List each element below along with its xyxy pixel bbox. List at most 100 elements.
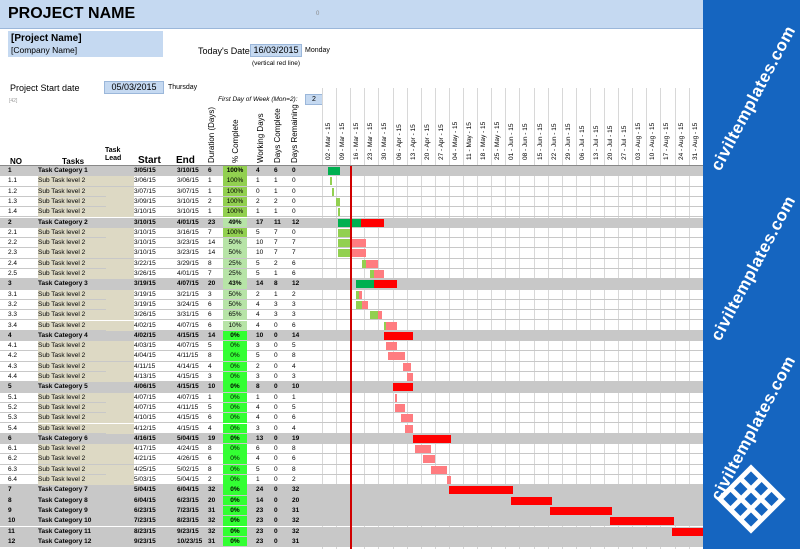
- gantt-bar-remaining: [446, 476, 451, 484]
- cell-task: Sub Task level 2: [38, 351, 106, 361]
- cell-lead: [106, 454, 134, 465]
- cell-dr: 0: [292, 197, 296, 205]
- week-gridline: [533, 88, 535, 549]
- cell-lead: [106, 279, 134, 290]
- cell-lead: [106, 258, 134, 269]
- gantt-bar-complete: [336, 197, 341, 206]
- cell-dc: 0: [274, 506, 278, 514]
- cell-task: Task Category 12: [38, 536, 106, 547]
- cell-work: 1: [256, 208, 260, 216]
- start-note: [42]: [9, 98, 18, 104]
- cell-end: 4/07/15: [177, 342, 199, 350]
- col-tasks: Tasks: [62, 157, 85, 166]
- cell-work: 4: [256, 167, 260, 174]
- timeline-date: 08 - Jun - 15: [522, 123, 530, 161]
- cell-pct: 0%: [223, 330, 247, 341]
- cell-work: 1: [256, 476, 260, 483]
- gantt-bar-remaining: [400, 414, 413, 423]
- cell-work: 14: [256, 280, 264, 288]
- cell-end: 3/23/15: [177, 239, 199, 247]
- week-gridline: [448, 88, 450, 549]
- gantt-bar-remaining: [404, 424, 413, 433]
- gantt-bar-remaining: [412, 434, 451, 443]
- cell-end: 7/23/15: [177, 506, 199, 514]
- gantt-bar-complete: [332, 187, 335, 196]
- cell-dr: 5: [292, 403, 296, 411]
- cell-dur: 3: [208, 373, 212, 380]
- cell-end: 6/23/15: [177, 496, 199, 504]
- today-line: [350, 166, 352, 549]
- cell-no: 10: [8, 517, 16, 525]
- cell-dur: 14: [208, 239, 216, 247]
- cell-work: 0: [256, 187, 260, 195]
- cell-dur: 5: [208, 403, 212, 411]
- cell-start: 3/10/15: [134, 208, 156, 216]
- cell-start: 4/25/15: [134, 465, 156, 473]
- cell-task: Sub Task level 2: [38, 227, 106, 238]
- cell-dur: 1: [208, 187, 212, 195]
- cell-no: 6: [8, 434, 12, 442]
- cell-no: 6.3: [8, 465, 18, 473]
- cell-lead: [106, 475, 134, 485]
- cell-pct: 50%: [223, 248, 247, 258]
- cell-task: Sub Task level 2: [38, 310, 106, 320]
- cell-work: 17: [256, 218, 264, 226]
- cell-no: 1.3: [8, 197, 18, 205]
- cell-work: 10: [256, 331, 264, 339]
- cell-no: 5.1: [8, 393, 18, 401]
- cell-lead: [106, 166, 134, 176]
- cell-dr: 3: [292, 373, 296, 380]
- cell-no: 3.4: [8, 321, 18, 329]
- week-gridline: [392, 88, 394, 549]
- cell-pct: 25%: [223, 258, 247, 269]
- cell-work: 10: [256, 249, 264, 257]
- col-working-days: Working Days: [256, 113, 265, 163]
- today-note: (vertical red line): [252, 60, 301, 67]
- today-date-field[interactable]: 16/03/2015: [250, 44, 302, 57]
- cell-start: 4/17/15: [134, 445, 156, 453]
- gantt-bar-remaining: [394, 403, 405, 412]
- cell-work: 2: [256, 197, 260, 205]
- gantt-bar-remaining: [414, 445, 431, 454]
- start-date-field[interactable]: 05/03/2015: [104, 81, 164, 94]
- cell-dc: 0: [274, 373, 278, 380]
- cell-dur: 14: [208, 331, 216, 339]
- week-gridline: [589, 88, 591, 549]
- cell-pct: 0%: [223, 433, 247, 444]
- cell-dur: 2: [208, 476, 212, 483]
- cell-dr: 31: [292, 506, 300, 514]
- cell-work: 4: [256, 414, 260, 422]
- cell-start: 4/11/15: [134, 362, 156, 370]
- cell-lead: [106, 495, 134, 506]
- cell-task: Sub Task level 2: [38, 320, 106, 330]
- cell-task: Task Category 8: [38, 495, 106, 506]
- cell-pct: 100%: [223, 176, 247, 186]
- cell-lead: [106, 485, 134, 496]
- week-start-field[interactable]: 2: [305, 94, 323, 105]
- cell-end: 5/02/15: [177, 465, 199, 473]
- cell-dr: 0: [292, 187, 296, 195]
- project-name-box[interactable]: [Project Name] [Company Name]: [8, 31, 163, 57]
- timeline-date: 06 - Jul - 15: [578, 125, 586, 160]
- cell-dc: 3: [274, 300, 278, 308]
- timeline-date: 30 - Mar - 15: [381, 122, 389, 160]
- cell-pct: 0%: [223, 423, 247, 433]
- cell-end: 3/16/15: [177, 228, 199, 236]
- cell-end: 6/04/15: [177, 486, 199, 494]
- cell-pct: 50%: [223, 299, 247, 310]
- cell-lead: [106, 433, 134, 444]
- cell-no: 3: [8, 280, 12, 288]
- cell-dr: 0: [292, 228, 296, 236]
- cell-end: 3/10/15: [177, 208, 199, 216]
- cell-pct: 100%: [223, 166, 247, 176]
- cell-dc: 0: [274, 414, 278, 422]
- cell-pct: 43%: [223, 279, 247, 289]
- cell-dc: 11: [274, 218, 281, 226]
- cell-dc: 0: [274, 342, 278, 350]
- cell-dur: 20: [208, 496, 216, 504]
- gantt-bar-complete: [370, 311, 379, 320]
- timeline-date: 17 - Aug - 15: [663, 122, 671, 160]
- cell-dur: 7: [208, 270, 212, 277]
- cell-dur: 6: [208, 167, 212, 174]
- cell-task: Sub Task level 2: [38, 269, 106, 279]
